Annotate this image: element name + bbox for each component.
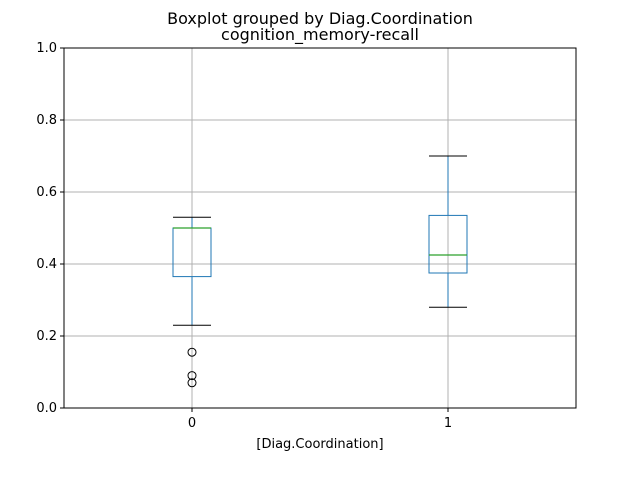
x-tick-label: 0 [188, 416, 196, 431]
grid-lines [64, 47, 576, 409]
chart-suptitle: Boxplot grouped by Diag.Coordination [167, 9, 473, 28]
y-tick-label: 0.8 [36, 113, 57, 128]
y-tick-label: 0.4 [36, 257, 57, 272]
box-series [172, 155, 468, 388]
x-axis-label: [Diag.Coordination] [256, 437, 383, 452]
outlier-point [187, 378, 197, 388]
y-tick-label: 0.0 [36, 401, 57, 416]
y-tick-label: 0.2 [36, 329, 57, 344]
box-group-1 [428, 155, 468, 308]
chart-title: cognition_memory-recall [221, 25, 419, 45]
y-axis: 0.0 0.2 0.4 0.6 0.8 1.0 [36, 41, 64, 416]
outlier-point [187, 371, 197, 381]
box-iqr [428, 214, 468, 274]
plot-frame [63, 47, 577, 409]
y-tick-label: 1.0 [36, 41, 57, 56]
box-group-0 [172, 216, 212, 388]
outlier-point [187, 347, 197, 357]
x-tick-label: 1 [444, 416, 452, 431]
y-tick-label: 0.6 [36, 185, 57, 200]
